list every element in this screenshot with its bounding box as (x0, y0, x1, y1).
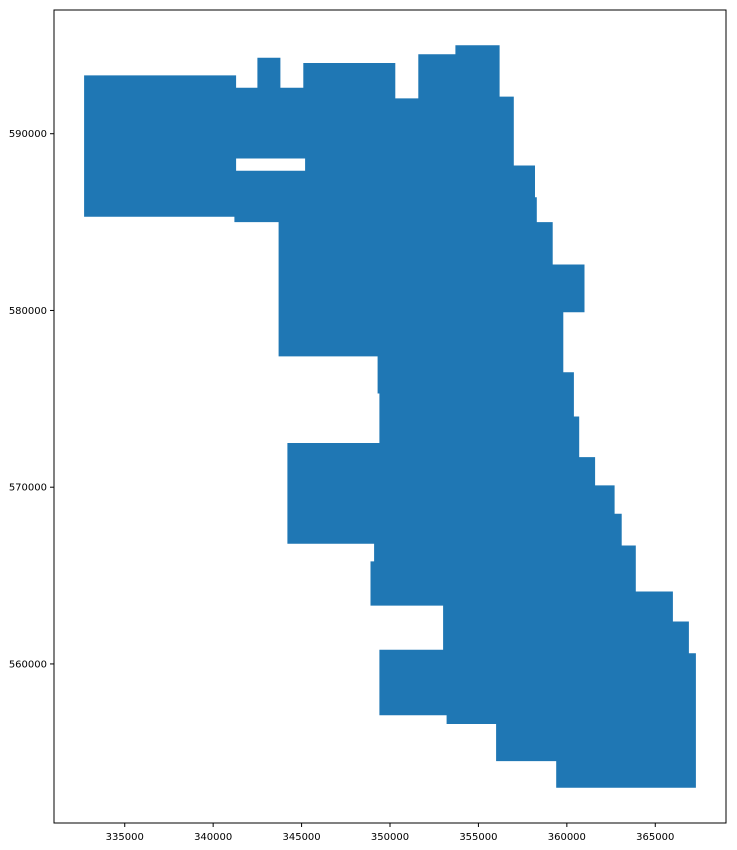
x-tick-label: 350000 (371, 832, 409, 843)
x-tick-label: 355000 (459, 832, 497, 843)
y-tick-label: 570000 (9, 483, 47, 494)
y-tick-label: 560000 (9, 659, 47, 670)
city-boundary-polygon (84, 45, 696, 788)
polygon-shape-group (84, 45, 696, 788)
y-tick-label: 580000 (9, 306, 47, 317)
x-tick-label: 360000 (548, 832, 586, 843)
x-tick-label: 365000 (636, 832, 674, 843)
y-axis-ticks: 560000 570000 580000 590000 (9, 129, 54, 670)
x-tick-label: 335000 (106, 832, 144, 843)
y-tick-label: 590000 (9, 129, 47, 140)
x-tick-label: 340000 (194, 832, 232, 843)
x-tick-label: 345000 (282, 832, 320, 843)
x-axis-ticks: 335000 340000 345000 350000 355000 360000 3650… (106, 823, 674, 843)
